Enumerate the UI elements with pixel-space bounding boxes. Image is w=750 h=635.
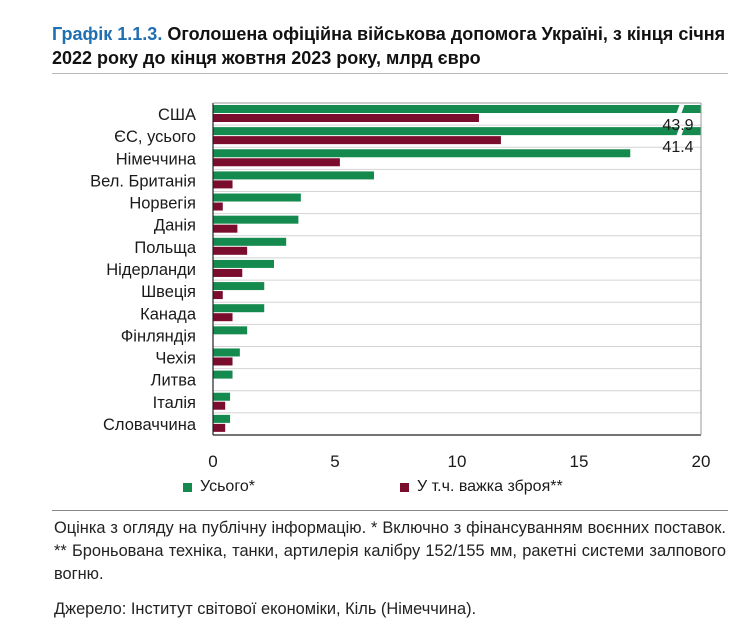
- bar-heavy-weapons: [213, 180, 233, 189]
- bar-total: [213, 392, 231, 401]
- axis-break-mark: [676, 126, 685, 137]
- bar-total: [213, 282, 265, 291]
- bar-total: [213, 237, 287, 246]
- chart-title: Графік 1.1.3. Оголошена офіційна військо…: [52, 22, 732, 70]
- category-label: Італія: [153, 394, 196, 412]
- category-label: Польща: [134, 239, 196, 257]
- category-label: Фінляндія: [121, 327, 196, 345]
- legend-label-total: Усього*: [200, 478, 255, 495]
- bar-total: [213, 171, 375, 180]
- bar-heavy-weapons: [213, 224, 238, 233]
- bar-total: [213, 414, 231, 423]
- bar-heavy-weapons: [213, 202, 223, 211]
- category-label: Норвегія: [129, 195, 196, 213]
- bar-total: [213, 193, 301, 202]
- data-label: 41.4: [662, 139, 693, 156]
- category-label: Чехія: [155, 350, 196, 368]
- bar-heavy-weapons: [213, 136, 501, 145]
- axis-break-mark: [676, 104, 685, 114]
- x-tick-label: 0: [208, 452, 217, 471]
- bar-heavy-weapons: [213, 313, 233, 322]
- bar-total: [213, 370, 233, 379]
- title-divider: [52, 73, 728, 74]
- bar-heavy-weapons: [213, 357, 233, 366]
- bar-total: [213, 127, 701, 136]
- bar-heavy-weapons: [213, 291, 223, 300]
- bar-heavy-weapons: [213, 114, 479, 122]
- bar-chart: США ЄС, усього Німеччина Вел. Британія Норве…: [90, 102, 711, 471]
- category-label: Нідерланди: [106, 261, 196, 279]
- chart-note: Оцінка з огляду на публічну інформацію. …: [54, 519, 726, 583]
- bar-total: [213, 259, 274, 268]
- category-label: Канада: [140, 305, 197, 323]
- bar-total: [213, 149, 631, 158]
- legend-swatch-total: [183, 482, 192, 492]
- category-label: Литва: [151, 372, 197, 390]
- chart-source: Джерело: Інститут світової економіки, Кі…: [54, 600, 477, 618]
- bar-heavy-weapons: [213, 158, 340, 167]
- bar-heavy-weapons: [213, 401, 226, 410]
- x-tick-label: 20: [692, 452, 711, 471]
- chart-number: Графік 1.1.3.: [52, 24, 163, 44]
- legend-label-heavy: У т.ч. важка зброя**: [417, 478, 563, 495]
- legend-item-total: Усього*: [183, 478, 255, 496]
- category-label: Німеччина: [116, 150, 197, 168]
- bar-heavy-weapons: [213, 423, 226, 432]
- x-tick-label: 10: [448, 452, 467, 471]
- legend-swatch-heavy: [400, 482, 409, 492]
- category-label: Вел. Британія: [90, 172, 196, 190]
- bar-total: [213, 215, 299, 224]
- bar-total: [213, 304, 265, 313]
- category-label: ЄС, усього: [114, 128, 196, 146]
- chart-title-text: Оголошена офіційна військова допомога Ук…: [52, 24, 726, 68]
- category-label: Словаччина: [103, 416, 197, 434]
- bar-heavy-weapons: [213, 246, 248, 255]
- bar-heavy-weapons: [213, 268, 243, 277]
- x-tick-label: 5: [330, 452, 339, 471]
- bar-total: [213, 348, 240, 357]
- category-label: Швеція: [141, 283, 196, 301]
- notes-divider: [52, 510, 728, 511]
- legend-item-heavy: У т.ч. важка зброя**: [400, 478, 563, 496]
- bar-total: [213, 326, 248, 335]
- category-label: США: [158, 106, 196, 124]
- x-tick-label: 15: [570, 452, 589, 471]
- data-label: 43.9: [662, 117, 693, 134]
- category-label: Данія: [154, 217, 196, 235]
- bar-total: [213, 105, 701, 113]
